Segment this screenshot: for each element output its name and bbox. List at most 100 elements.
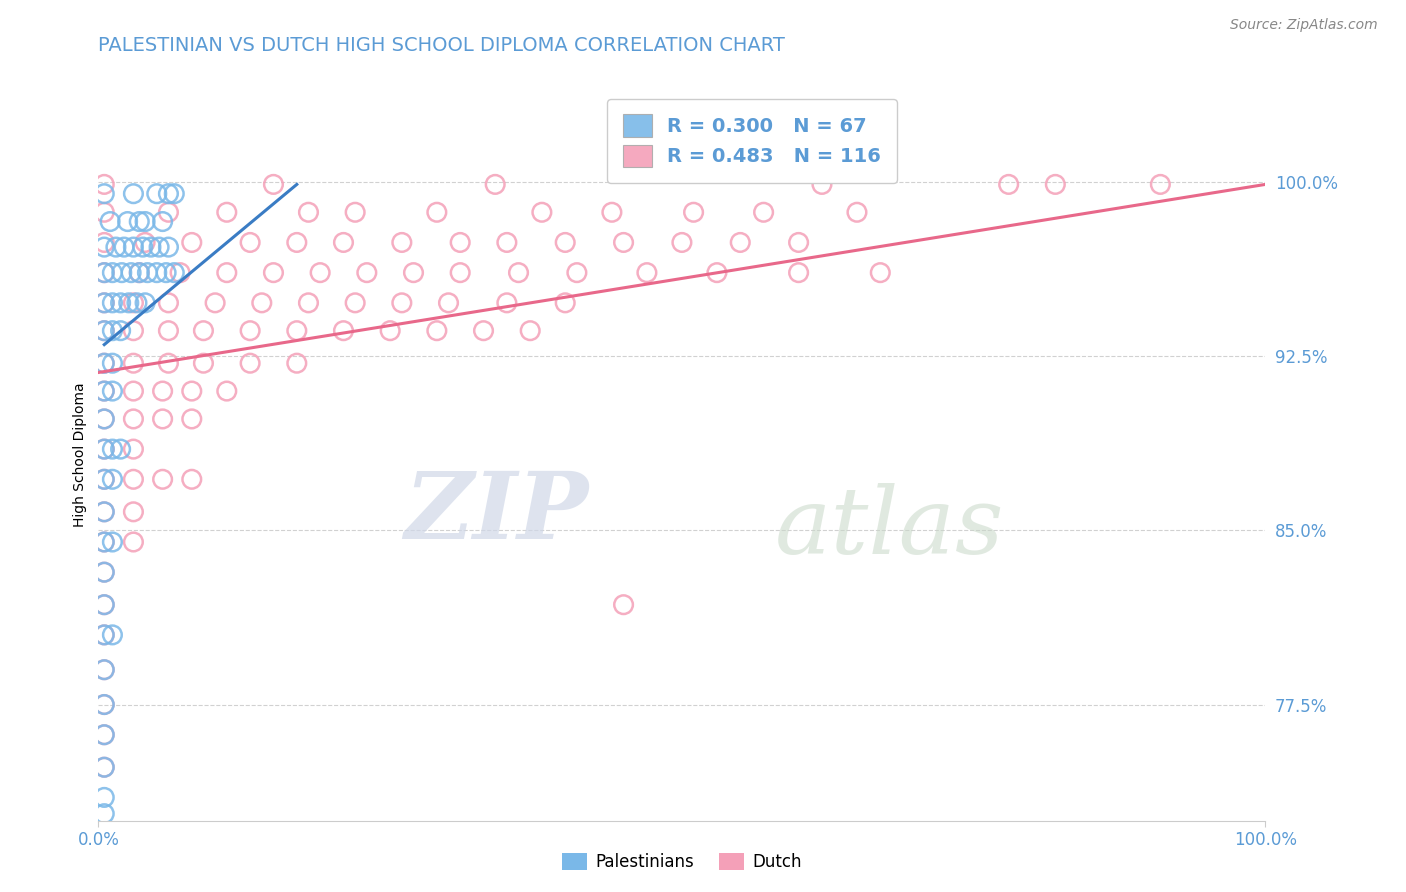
Point (128, 266, 150, 280)
Point (112, 240, 135, 254)
Point (846, 205, 869, 219)
Point (285, 324, 308, 338)
Point (297, 295, 319, 310)
Point (180, 384, 202, 398)
Point (93, 384, 115, 398)
Point (101, 628, 124, 642)
Point (344, 295, 367, 310)
Point (122, 295, 145, 310)
Point (93, 442, 115, 456)
Point (110, 295, 132, 310)
Point (101, 535, 124, 549)
Point (163, 186, 186, 201)
Point (472, 324, 495, 338)
Point (530, 205, 553, 219)
Point (122, 412, 145, 426)
Point (93, 728, 115, 742)
Point (344, 205, 367, 219)
Point (101, 442, 124, 456)
Text: ZIP: ZIP (405, 468, 589, 558)
Point (122, 186, 145, 201)
Point (93, 598, 115, 612)
Point (93, 412, 115, 426)
Point (437, 295, 460, 310)
Point (110, 324, 132, 338)
Point (93, 266, 115, 280)
Point (122, 324, 145, 338)
Point (449, 266, 471, 280)
Point (787, 235, 810, 250)
Text: Source: ZipAtlas.com: Source: ZipAtlas.com (1230, 18, 1378, 32)
Point (613, 598, 636, 612)
Point (139, 240, 162, 254)
Point (180, 235, 202, 250)
Point (122, 535, 145, 549)
Point (93, 472, 115, 486)
Point (93, 760, 115, 774)
Point (391, 235, 413, 250)
Point (380, 324, 402, 338)
Point (93, 442, 115, 456)
Point (239, 356, 262, 370)
Point (554, 235, 576, 250)
Text: PALESTINIAN VS DUTCH HIGH SCHOOL DIPLOMA CORRELATION CHART: PALESTINIAN VS DUTCH HIGH SCHOOL DIPLOMA… (98, 36, 786, 54)
Point (157, 205, 180, 219)
Point (93, 235, 115, 250)
Point (215, 266, 238, 280)
Point (706, 266, 728, 280)
Point (285, 235, 308, 250)
Point (101, 384, 124, 398)
Point (157, 240, 180, 254)
Point (93, 760, 115, 774)
Point (93, 628, 115, 642)
Point (134, 295, 156, 310)
Point (93, 295, 115, 310)
Point (93, 535, 115, 549)
Point (613, 235, 636, 250)
Point (155, 266, 177, 280)
Point (93, 384, 115, 398)
Point (93, 628, 115, 642)
Point (157, 186, 180, 201)
Point (93, 698, 115, 712)
Point (104, 240, 127, 254)
Point (122, 384, 145, 398)
Point (98, 214, 121, 228)
Point (93, 728, 115, 742)
Point (193, 356, 215, 370)
Point (93, 698, 115, 712)
Point (93, 186, 115, 201)
Point (120, 266, 142, 280)
Point (426, 324, 449, 338)
Point (93, 178, 115, 192)
Point (152, 412, 174, 426)
Point (122, 240, 145, 254)
Point (146, 266, 169, 280)
Point (262, 178, 284, 192)
Point (125, 295, 148, 310)
Point (449, 235, 471, 250)
Text: atlas: atlas (775, 483, 1005, 573)
Point (600, 205, 623, 219)
Point (93, 663, 115, 677)
Point (146, 186, 169, 201)
Point (636, 266, 658, 280)
Point (101, 266, 124, 280)
Point (163, 266, 186, 280)
Point (869, 266, 891, 280)
Point (519, 324, 541, 338)
Point (426, 205, 449, 219)
Point (101, 324, 124, 338)
Point (1045, 178, 1067, 192)
Point (215, 384, 238, 398)
Point (787, 266, 810, 280)
Point (152, 384, 174, 398)
Point (93, 324, 115, 338)
Point (93, 324, 115, 338)
Point (101, 472, 124, 486)
Point (193, 324, 215, 338)
Point (134, 235, 156, 250)
Point (332, 324, 354, 338)
Point (811, 178, 834, 192)
Point (215, 205, 238, 219)
